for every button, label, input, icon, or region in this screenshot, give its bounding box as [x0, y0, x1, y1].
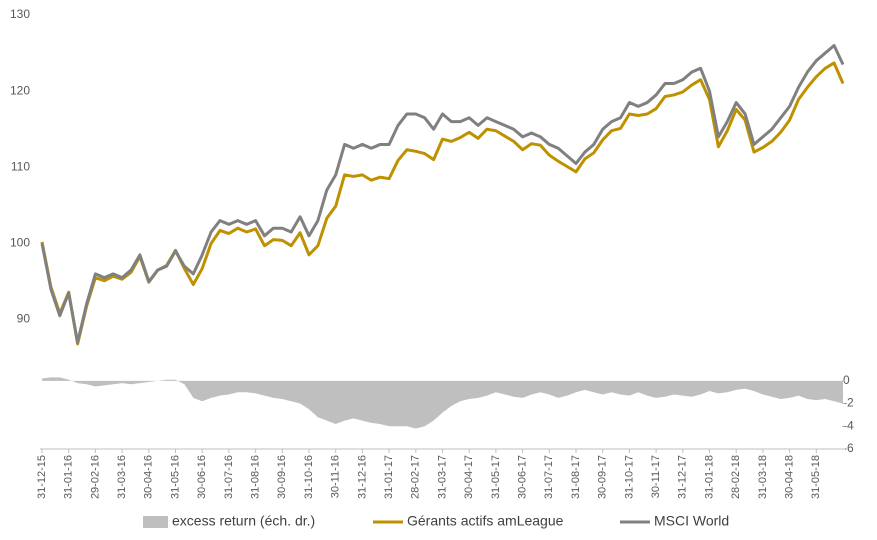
x-tick-label: 30-11-16 — [330, 455, 342, 498]
area — [42, 377, 843, 429]
line — [40, 43, 845, 344]
x-tick-label: 30-06-16 — [196, 455, 208, 499]
y-tick-label: 130 — [10, 7, 30, 21]
x-tick-label: 31-08-17 — [570, 455, 582, 499]
x-tick-label: 31-07-17 — [543, 455, 555, 499]
x-tick-label: 31-03-18 — [757, 455, 769, 499]
x-tick-label: 31-12-17 — [677, 455, 689, 499]
x-tick-label: 30-06-17 — [517, 455, 529, 499]
x-tick-label: 30-09-16 — [276, 455, 288, 499]
x-tick-label: 31-12-15 — [36, 455, 48, 499]
x-tick-label: 31-05-18 — [810, 455, 822, 499]
x-tick-label: 28-02-18 — [730, 455, 742, 499]
y-tick-label: 120 — [10, 83, 30, 97]
y2-tick-label: 0 — [843, 373, 850, 387]
x-tick-label: 31-01-18 — [703, 455, 715, 499]
legend-label: Gérants actifs amLeague — [407, 513, 564, 529]
x-tick-label: 31-10-16 — [303, 455, 315, 499]
y2-tick-label: -2 — [843, 396, 854, 410]
x-tick-label: 31-01-17 — [383, 455, 395, 499]
x-tick-label: 30-04-17 — [463, 455, 475, 499]
x-tick-label: 30-11-17 — [650, 455, 662, 498]
y-tick-label: 90 — [17, 312, 31, 326]
x-tick-label: 30-04-16 — [143, 455, 155, 499]
x-tick-label: 31-12-16 — [356, 455, 368, 499]
x-tick-label: 31-08-16 — [250, 455, 262, 499]
x-tick-label: 31-03-16 — [116, 455, 128, 499]
y2-tick-label: -4 — [843, 418, 854, 432]
y2-tick-label: -6 — [843, 441, 854, 455]
x-tick-label: 31-03-17 — [436, 455, 448, 499]
x-tick-label: 31-05-17 — [490, 455, 502, 499]
legend-label: excess return (éch. dr.) — [172, 513, 315, 529]
x-tick-label: 30-04-18 — [784, 455, 796, 499]
legend-label: MSCI World — [654, 513, 729, 529]
line — [40, 61, 845, 346]
x-tick-label: 31-01-16 — [63, 455, 75, 499]
x-tick-label: 31-07-16 — [223, 455, 235, 499]
x-tick-label: 29-02-16 — [89, 455, 101, 499]
y-tick-label: 110 — [11, 159, 30, 173]
legend-swatch — [143, 516, 168, 528]
x-tick-label: 28-02-17 — [410, 455, 422, 499]
x-tick-label: 31-05-16 — [169, 455, 181, 499]
x-tick-label: 31-10-17 — [623, 455, 635, 499]
y-tick-label: 100 — [10, 236, 30, 250]
x-tick-label: 30-09-17 — [597, 455, 609, 499]
